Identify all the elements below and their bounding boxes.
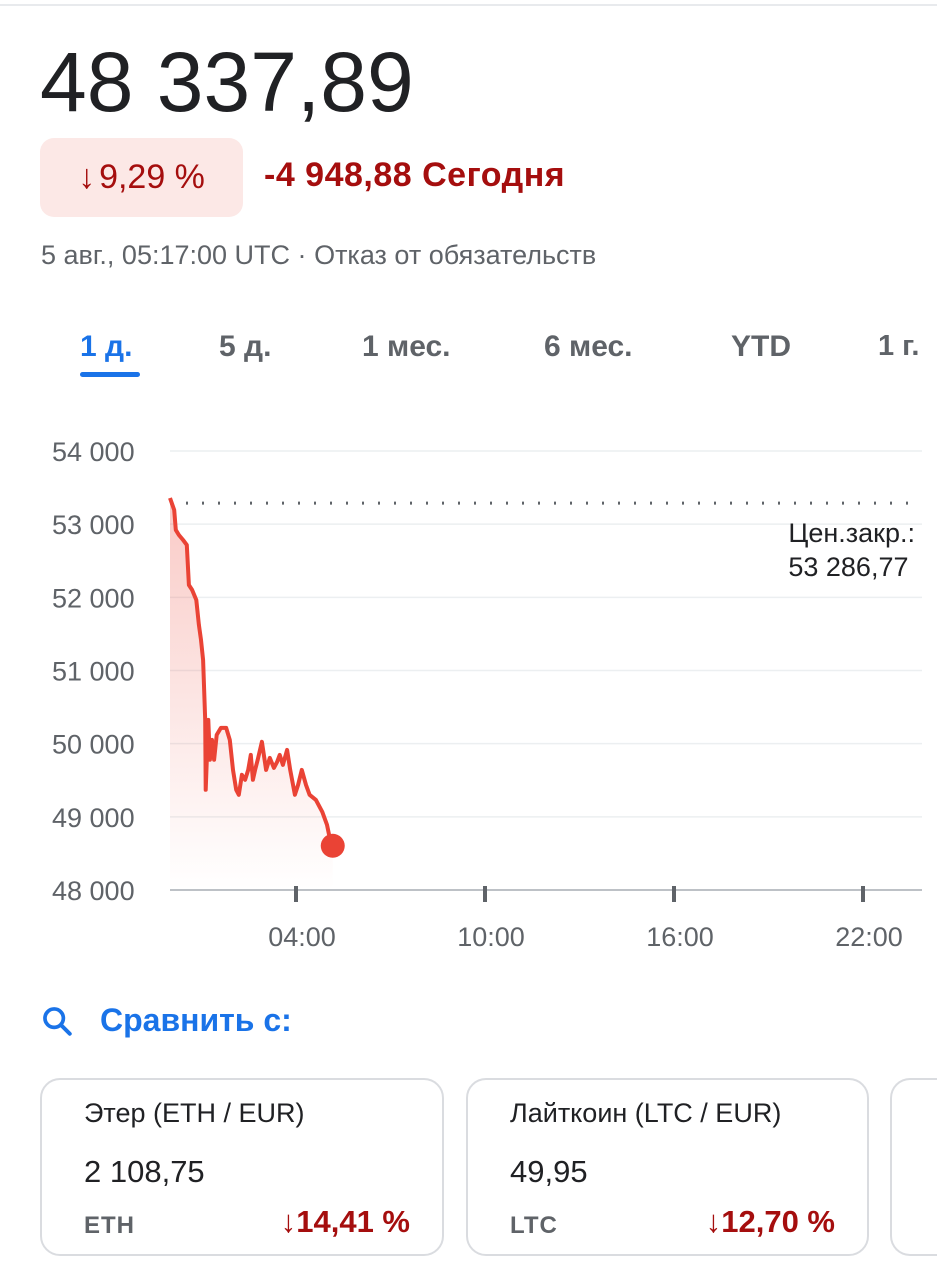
y-tick-label: 53 000 bbox=[52, 510, 135, 540]
compare-label: Сравнить с: bbox=[100, 1002, 292, 1038]
change-absolute: -4 948,88 Сегодня bbox=[264, 156, 565, 195]
arrow-down-icon: ↓ bbox=[78, 158, 96, 196]
tab-6m[interactable]: 6 мес. bbox=[544, 330, 633, 363]
change-percent: 9,29 % bbox=[99, 158, 205, 196]
disclaimer-link[interactable]: Отказ от обязательств bbox=[314, 240, 597, 270]
card-price: 2 108,75 bbox=[84, 1154, 205, 1189]
x-tick-label: 16:00 bbox=[646, 922, 714, 952]
top-divider bbox=[0, 4, 937, 6]
card-change-value: 14,41 % bbox=[296, 1204, 410, 1239]
tab-ytd[interactable]: YTD bbox=[731, 330, 791, 363]
current-price-dot bbox=[320, 833, 345, 858]
change-value: -4 948,88 bbox=[264, 156, 413, 194]
change-percent-badge: ↓ 9,29 % bbox=[40, 138, 243, 217]
compare-card-eth[interactable]: Этер (ETH / EUR) 2 108,75 ETH ↓14,41 % bbox=[40, 1078, 444, 1256]
x-tick-label: 10:00 bbox=[457, 922, 525, 952]
card-symbol: LTC bbox=[510, 1212, 558, 1239]
previous-close-label: Цен.закр.: 53 286,77 bbox=[788, 516, 915, 584]
active-tab-indicator bbox=[80, 372, 140, 377]
tab-1d[interactable]: 1 д. bbox=[80, 330, 133, 363]
price-line bbox=[168, 497, 335, 847]
change-period: Сегодня bbox=[422, 156, 566, 194]
card-name: Этер (ETH / EUR) bbox=[84, 1098, 305, 1128]
card-change: ↓12,70 % bbox=[706, 1204, 835, 1240]
price-chart[interactable]: 54 000 53 000 52 000 51 000 50 000 49 000 48 0… bbox=[0, 420, 937, 960]
card-symbol: ETH bbox=[84, 1212, 135, 1239]
compare-card-partial[interactable] bbox=[890, 1078, 937, 1256]
y-tick-label: 51 000 bbox=[52, 657, 135, 687]
y-tick-label: 49 000 bbox=[52, 803, 135, 833]
arrow-down-icon: ↓ bbox=[280, 1204, 297, 1239]
compare-button[interactable]: Сравнить с: bbox=[40, 1002, 292, 1039]
x-tick-label: 04:00 bbox=[268, 922, 336, 952]
previous-close-value: 53 286,77 bbox=[788, 552, 909, 582]
arrow-down-icon: ↓ bbox=[705, 1204, 722, 1239]
current-price: 48 337,89 bbox=[40, 35, 414, 129]
card-change: ↓14,41 % bbox=[281, 1204, 410, 1240]
compare-card-ltc[interactable]: Лайткоин (LTC / EUR) 49,95 LTC ↓12,70 % bbox=[466, 1078, 869, 1256]
x-tick-label: 22:00 bbox=[835, 922, 903, 952]
y-tick-label: 52 000 bbox=[52, 583, 135, 613]
search-icon bbox=[43, 1006, 72, 1036]
card-change-value: 12,70 % bbox=[721, 1204, 835, 1239]
y-tick-label: 54 000 bbox=[52, 437, 135, 467]
timestamp-line: 5 авг., 05:17:00 UTC · Отказ от обязател… bbox=[41, 240, 596, 271]
separator: · bbox=[297, 240, 307, 270]
tab-1m[interactable]: 1 мес. bbox=[362, 330, 451, 363]
tab-1y[interactable]: 1 г. bbox=[878, 330, 920, 362]
card-price: 49,95 bbox=[510, 1154, 588, 1189]
card-name: Лайткоин (LTC / EUR) bbox=[510, 1098, 782, 1128]
price-area bbox=[170, 498, 333, 890]
timestamp: 5 авг., 05:17:00 UTC bbox=[41, 240, 291, 270]
tab-5d[interactable]: 5 д. bbox=[219, 330, 272, 363]
previous-close-title: Цен.закр.: bbox=[788, 518, 915, 548]
y-tick-label: 48 000 bbox=[52, 876, 135, 906]
y-tick-label: 50 000 bbox=[52, 730, 135, 760]
